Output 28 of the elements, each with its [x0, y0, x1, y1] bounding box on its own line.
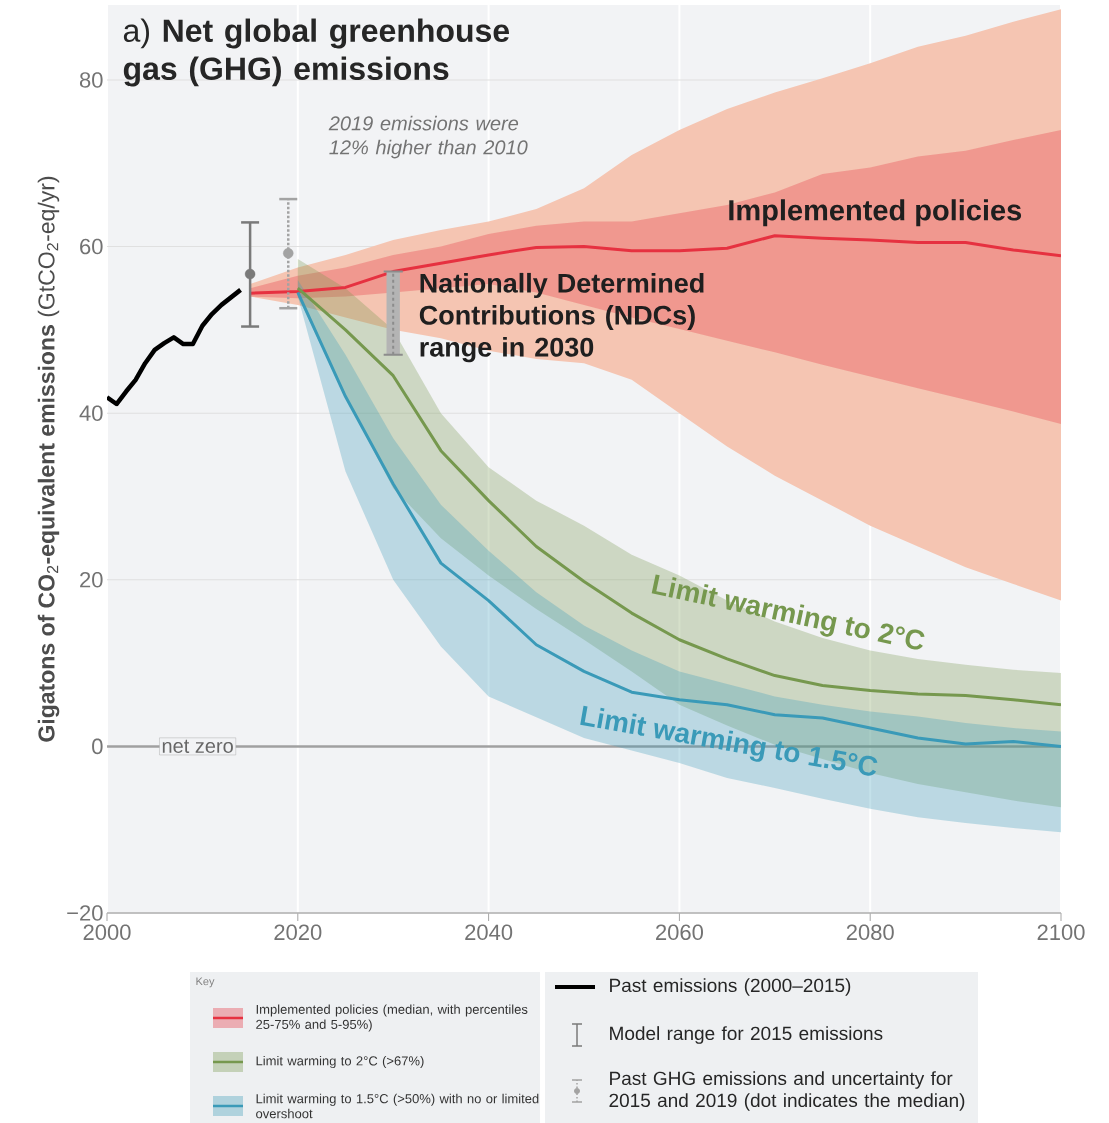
y-tick-label: 20: [80, 571, 103, 588]
legend-label: Implemented policies (median, with percentiles 25-75% and 5-95%): [256, 1004, 528, 1032]
annotation: Limit warming to 1.5°C: [580, 705, 878, 776]
legend-label: Model range for 2015 emissions: [610, 1026, 883, 1044]
legend-label: Limit warming to 1.5°C (>50%) with no or limited overshoot: [256, 1093, 539, 1119]
annotation: 2019 emissions were 12% higher than 2010: [328, 115, 528, 159]
y-axis-title: Gigatons of CO$_{2}$-equivalent emissions (GtCO$_{2}$-eq/yr): [37, 176, 60, 742]
y-tick-label: 40: [79, 405, 103, 421]
annotation: Implemented policies: [729, 199, 1022, 227]
annotation: Limit warming to 2°C: [651, 574, 925, 650]
x-tick-label: 2040: [465, 924, 513, 941]
x-tick-label: 2080: [846, 924, 894, 941]
x-tick-label: 2100: [1037, 924, 1085, 941]
x-tick-label: 2000: [83, 924, 131, 941]
annotation: Nationally Determined Contributions (NDCs) range in 2030: [419, 272, 704, 363]
text: a) Net global greenhouse gas (GHG) emissions: [123, 18, 510, 87]
x-tick-label: 2060: [656, 924, 703, 941]
legend-label: Limit warming to 2°C (>67%): [256, 1055, 424, 1069]
y-tick-label: 80: [79, 72, 103, 88]
line-series: [107, 287, 243, 407]
x-tick-label: 2020: [274, 924, 322, 941]
ref-line-label: net zero: [162, 739, 233, 753]
y-tick-label: 0: [92, 738, 103, 755]
legend-label: Past GHG emissions and uncertainty for 2015 and 2019 (dot indicates the median): [609, 1071, 965, 1111]
legend-label: Past emissions (2000–2015): [610, 978, 851, 996]
y-tick-label: −20: [67, 905, 103, 921]
legend-title: Key: [196, 977, 215, 988]
y-tick-label: 60: [80, 238, 103, 255]
